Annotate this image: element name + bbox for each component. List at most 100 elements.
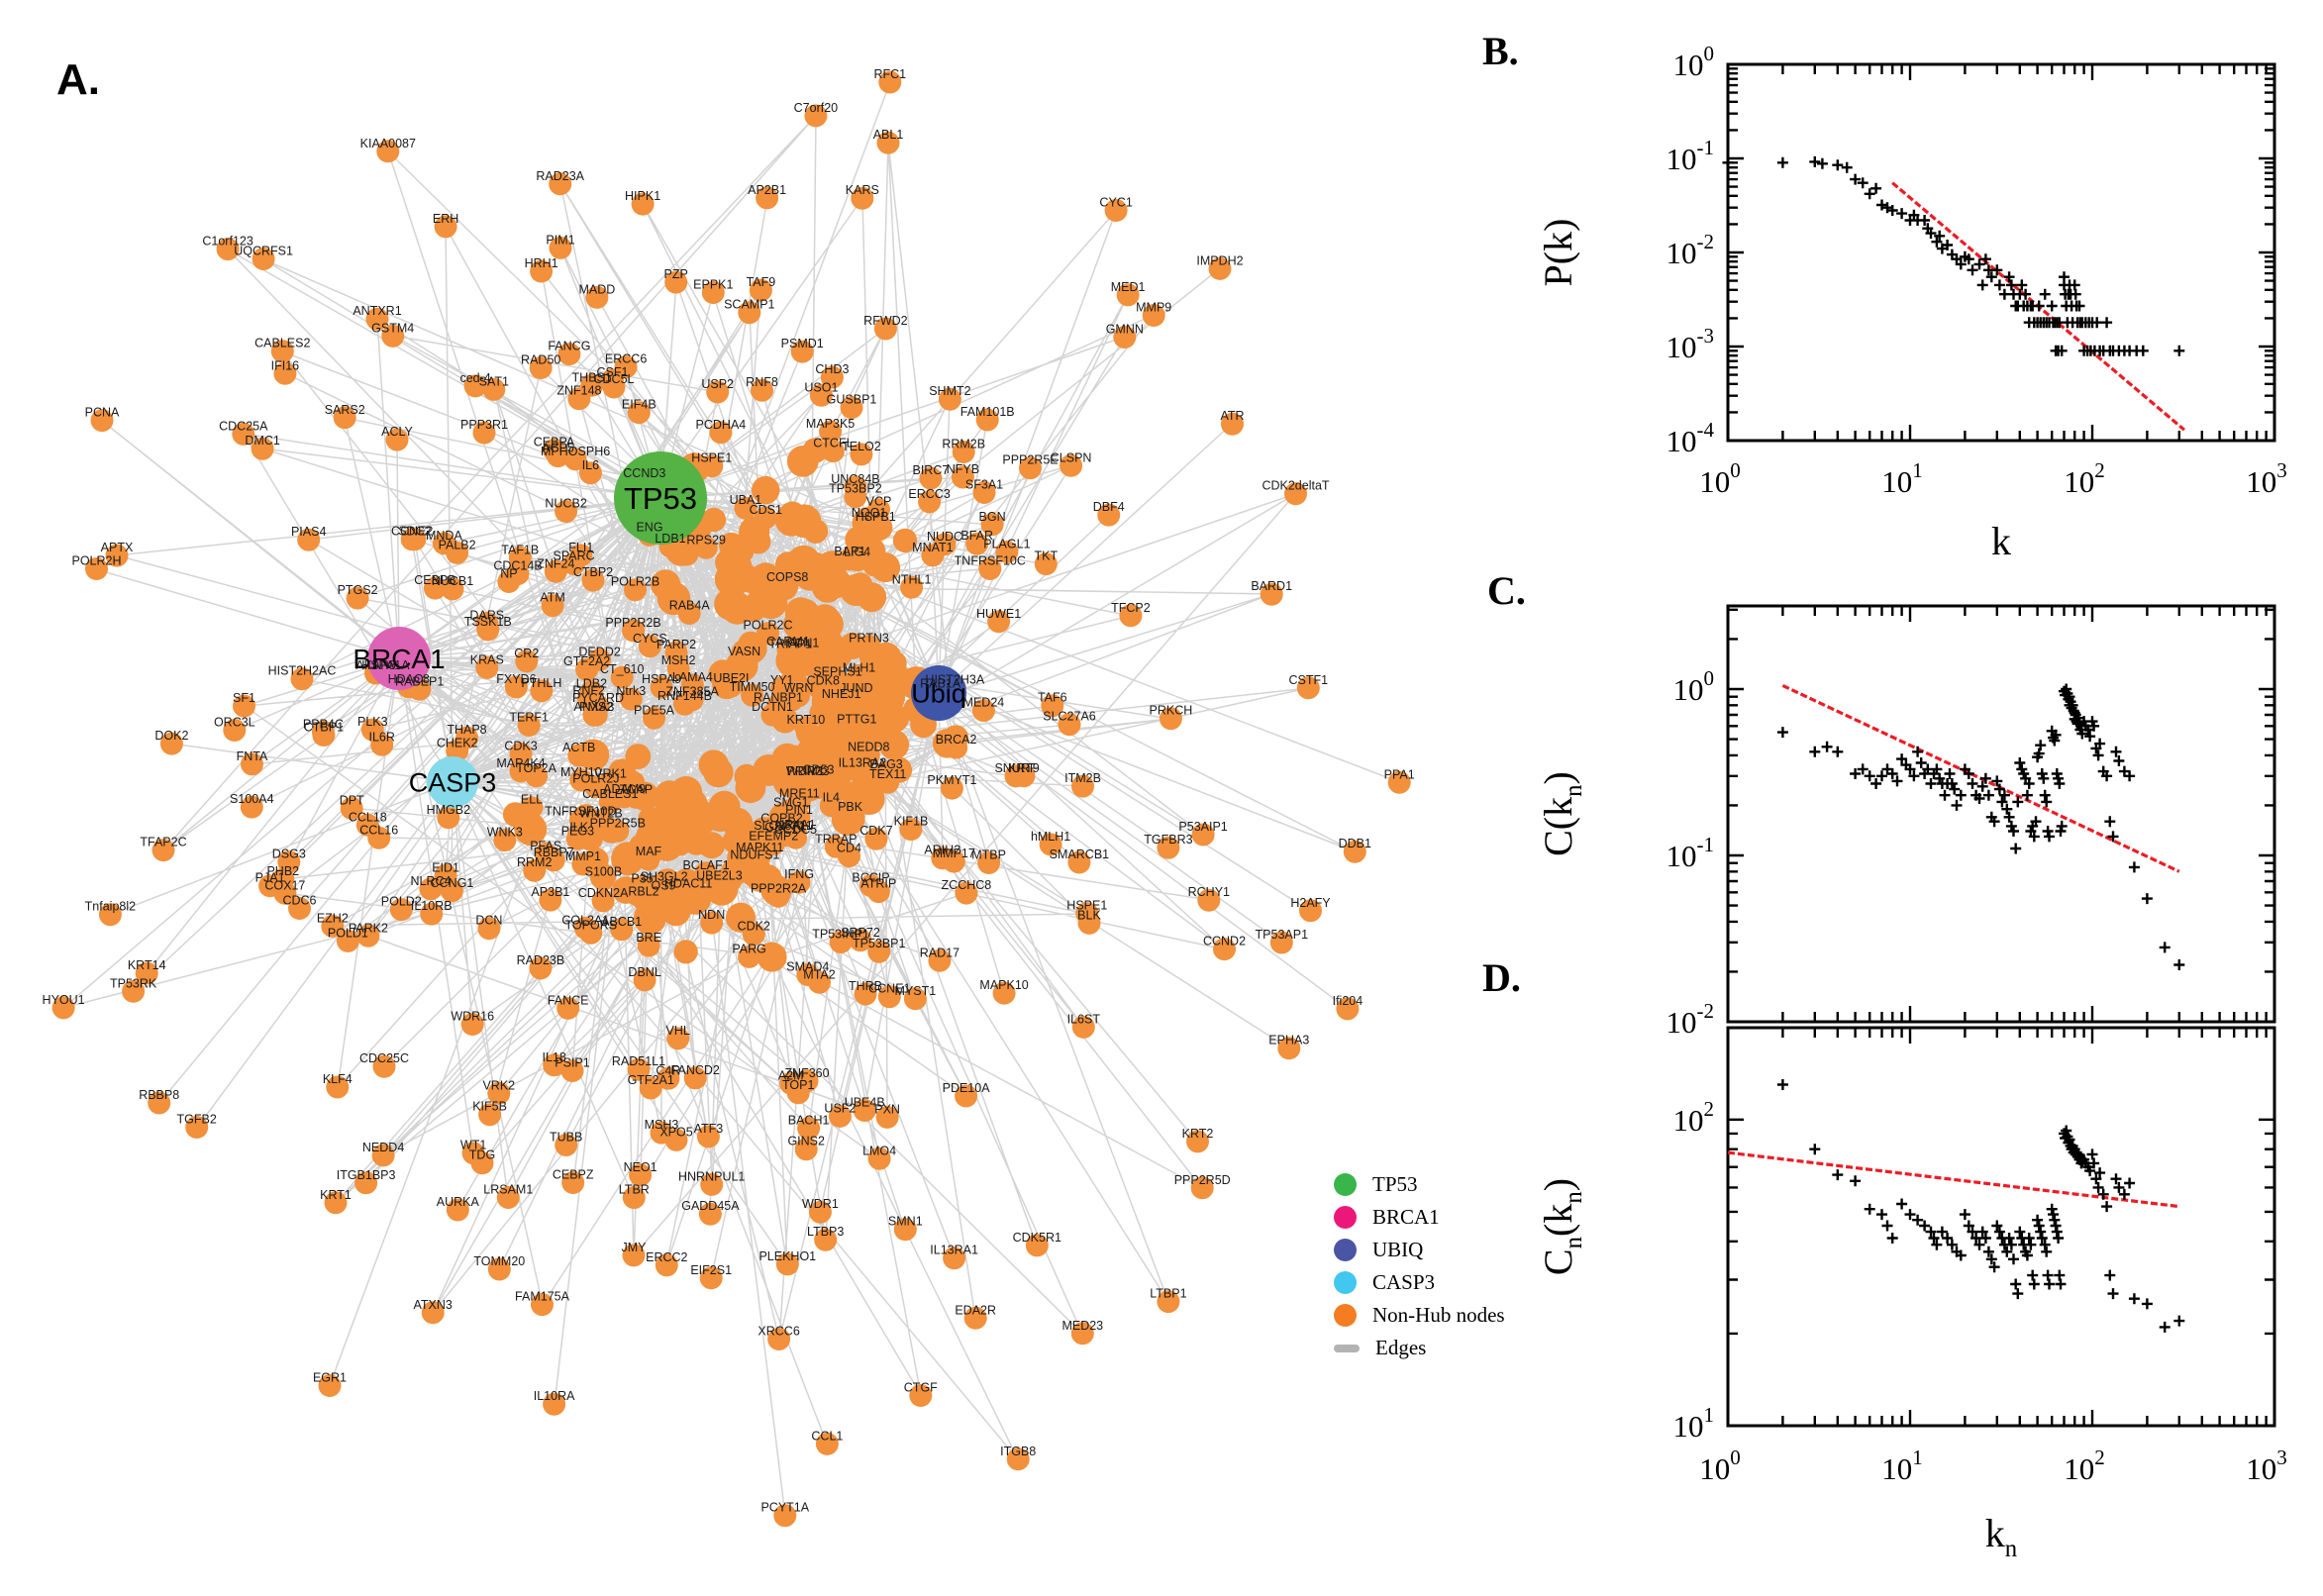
plot-frame — [1726, 1026, 2276, 1428]
node-label: CDK2deltaT — [1262, 479, 1329, 493]
node-label: RBBP7 — [534, 846, 574, 859]
non-hub-node — [738, 945, 761, 968]
node-label: CDS1 — [750, 503, 782, 517]
node-label: OS9 — [651, 879, 675, 893]
node-label: HNRNPUL1 — [678, 1169, 745, 1183]
non-hub-node — [761, 833, 785, 855]
node-label: RAD23A — [536, 169, 584, 183]
non-hub-node — [795, 1069, 819, 1093]
non-hub-node — [945, 736, 968, 759]
non-hub-node — [508, 546, 532, 569]
node-label: TELO2 — [842, 440, 881, 453]
non-hub-node — [549, 236, 572, 259]
node-label: EPHA3 — [1268, 1034, 1309, 1047]
non-hub-node — [796, 963, 820, 986]
node-label: NLRC4 — [411, 874, 452, 888]
node-label: FLI1 — [568, 541, 593, 554]
legend: TP53 BRCA1 UBIQ CASP3 Non-Hub nodes Edge… — [1334, 1168, 1505, 1364]
non-hub-node — [463, 374, 487, 398]
node-label: HDAC11 — [664, 876, 712, 890]
node-label: SMARCB1 — [1050, 848, 1109, 861]
non-hub-node — [318, 1374, 342, 1397]
nonhub-node-swatch-icon — [1334, 1304, 1357, 1327]
node-label: TOP2A — [516, 761, 556, 775]
non-hub-node — [878, 730, 910, 760]
node-label: PPP2R5D — [1174, 1173, 1231, 1187]
node-label: ERH — [433, 212, 458, 226]
non-hub-node — [370, 733, 394, 756]
non-hub-node — [1060, 453, 1083, 477]
non-hub-node — [919, 466, 943, 490]
non-hub-node — [252, 248, 275, 270]
node-label: RNF8 — [746, 375, 778, 389]
non-hub-node — [696, 1125, 720, 1148]
node-label: WNT2B — [579, 807, 623, 821]
non-hub-node — [563, 448, 587, 471]
non-hub-node — [1142, 304, 1165, 327]
non-hub-node — [544, 559, 567, 583]
node-label: DOK2 — [154, 729, 188, 743]
node-label: PPA1 — [1384, 767, 1415, 781]
non-hub-node — [476, 618, 500, 642]
node-label: Ifi204 — [1333, 994, 1364, 1008]
node-label: ZNF360 — [784, 1066, 829, 1080]
node-label: NTHL1 — [892, 572, 932, 586]
non-hub-node — [700, 1172, 724, 1196]
scatter-points — [1776, 1079, 2185, 1333]
node-label: SLC27A6 — [1043, 710, 1096, 724]
non-hub-node — [515, 649, 539, 673]
node-label: MTBP — [971, 848, 1006, 862]
network-core-nodes — [502, 438, 969, 972]
non-hub-node — [1269, 931, 1293, 954]
node-label: PARK2 — [349, 921, 388, 935]
node-label: KRT1 — [320, 1188, 352, 1202]
non-hub-node — [867, 498, 890, 522]
node-label: RCHY1 — [1188, 885, 1230, 899]
node-label: TKT — [1034, 549, 1058, 563]
tp53-hub-swatch-icon — [1334, 1173, 1357, 1196]
node-label: HIST2H3A — [925, 673, 984, 687]
node-label: PBK — [838, 800, 863, 814]
node-label: PLK3 — [357, 715, 388, 729]
non-hub-node — [273, 361, 297, 385]
node-label: SARS2 — [325, 403, 365, 417]
non-hub-node — [1119, 604, 1143, 628]
non-hub-node — [241, 752, 263, 776]
non-hub-node — [775, 573, 799, 597]
non-hub-node — [568, 808, 592, 832]
non-hub-node — [530, 679, 554, 703]
node-label: HSPE1 — [691, 451, 732, 465]
node-label: MSH2 — [661, 653, 696, 667]
non-hub-node — [529, 356, 553, 379]
non-hub-node — [122, 979, 146, 1003]
node-label: MSH3 — [645, 1118, 679, 1132]
node-label: ZNF385A — [665, 685, 719, 699]
x-tick-label: 100 — [1699, 458, 1741, 499]
non-hub-node — [567, 744, 591, 767]
node-label: MNAT1 — [912, 541, 953, 554]
node-label: XPO5 — [659, 1125, 692, 1139]
node-label: MAPK11 — [736, 841, 783, 854]
node-label: PHB2 — [266, 864, 299, 878]
x-axis-label: k — [1991, 519, 2011, 563]
node-label: ERCC6 — [605, 352, 647, 366]
non-hub-node — [747, 587, 773, 615]
non-hub-node — [356, 924, 380, 948]
node-label: IFI16 — [271, 358, 300, 372]
non-hub-node — [1039, 833, 1062, 856]
node-label: APTX — [101, 541, 134, 554]
x-tick-label: 102 — [2064, 1446, 2105, 1486]
node-label: POLR2C — [743, 619, 792, 633]
node-label: CCND2 — [1203, 935, 1246, 948]
non-hub-node — [877, 985, 901, 1009]
node-label: NDN — [698, 908, 725, 922]
node-label: NR4A1 — [775, 818, 815, 832]
non-hub-node — [376, 140, 400, 163]
node-label: BCCIP — [852, 871, 889, 885]
y-tick-label: 10-3 — [1666, 324, 1715, 364]
node-label: CCND3 — [623, 466, 665, 480]
non-hub-node — [757, 622, 779, 646]
non-hub-node — [240, 795, 263, 819]
non-hub-node — [446, 1198, 469, 1222]
ubiq-hub-swatch-icon — [1334, 1239, 1357, 1261]
